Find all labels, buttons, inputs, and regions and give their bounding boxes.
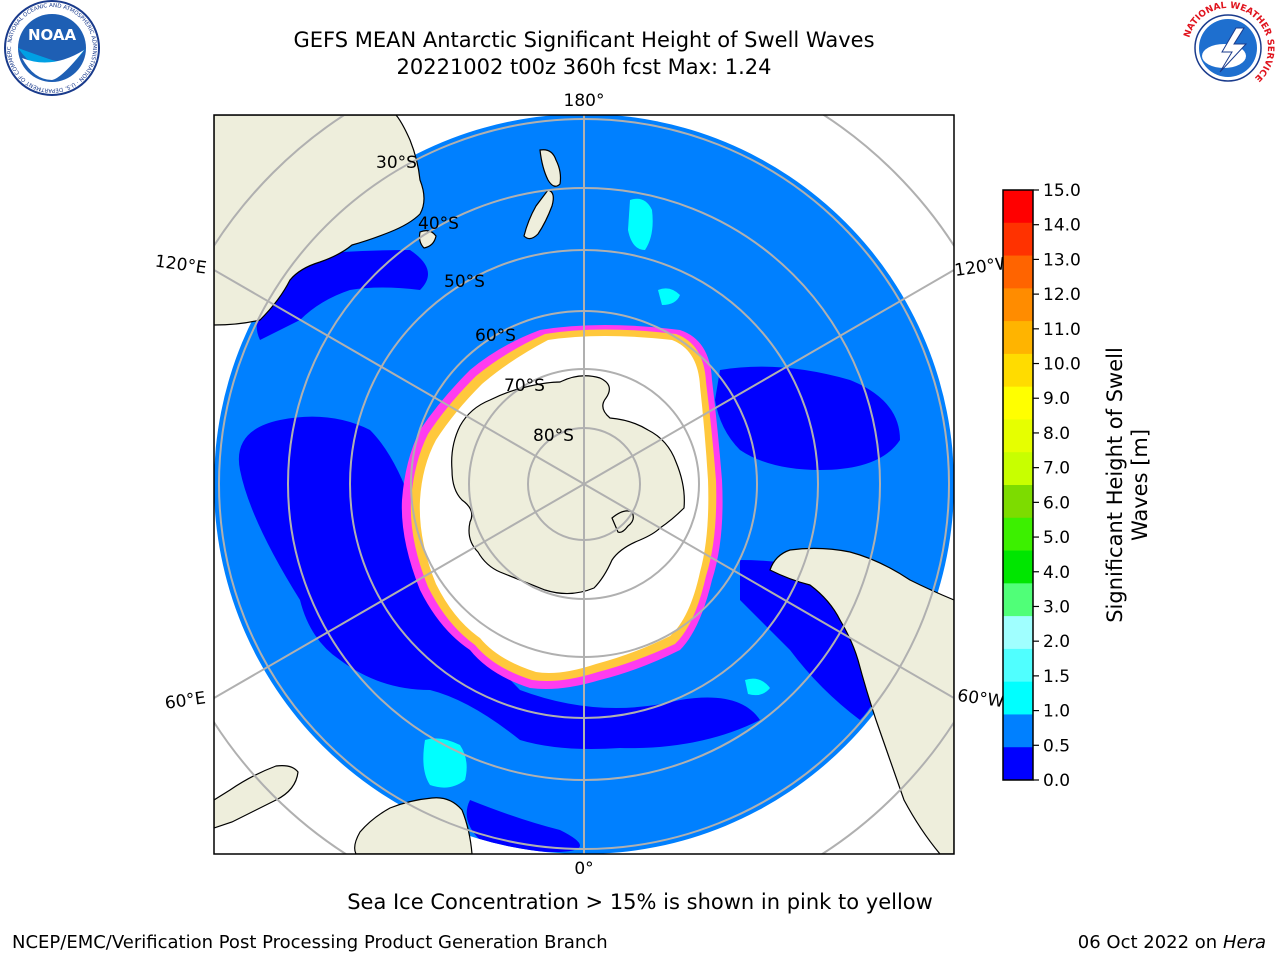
low-swell-south [238,416,760,749]
colorbar-tick-label: 2.0 [1043,632,1070,652]
footer-credit: NCEP/EMC/Verification Post Processing Pr… [12,932,608,953]
colorbar-tick-label: 4.0 [1043,563,1070,583]
lat-label-80s: 80°S [533,426,574,446]
colorbar-tick-label: 10.0 [1043,355,1081,375]
colorbar-segment [1003,616,1033,650]
colorbar-frame [1002,189,1034,781]
colorbar-tick-label: 13.0 [1043,250,1081,270]
colorbar-tick-label: 11.0 [1043,320,1081,340]
colorbar-segment [1003,353,1033,388]
cyan-patch-north [628,198,653,250]
colorbar-tick-label: 1.0 [1043,702,1070,722]
sea-ice-note: Sea Ice Concentration > 15% is shown in … [347,890,933,914]
lat-label-40s: 40°S [418,214,459,234]
colorbar-tick-label: 0.5 [1043,736,1070,756]
colorbar-tick-label: 12.0 [1043,285,1081,305]
lat-label-30s: 30°S [376,153,417,173]
colorbar-segment [1003,747,1033,781]
lon-label-0: 0° [574,859,593,879]
colorbar-segment [1003,648,1033,683]
africa-land [354,797,473,854]
colorbar-tick-label: 1.5 [1043,667,1070,687]
colorbar-segment [1003,517,1033,552]
lat-label-70s: 70°S [504,376,545,396]
colorbar-label-line1: Significant Height of Swell [1103,347,1127,623]
south-america-land [769,547,954,854]
colorbar-segment [1003,190,1033,224]
colorbar-segment [1003,681,1033,715]
new-zealand-south [523,189,554,240]
lon-label-60e: 60°E [164,688,207,713]
lon-label-120e: 120°E [154,252,208,279]
colorbar-tick-label: 3.0 [1043,597,1070,617]
graticule-longitude [214,115,954,854]
low-swell-east [715,366,900,470]
colorbar-tick-label: 9.0 [1043,389,1070,409]
colorbar-segment [1003,550,1033,584]
colorbar-tick-label: 5.0 [1043,528,1070,548]
antarctic-peninsula [611,510,634,533]
footer-date: 06 Oct 2022 on Hera [1078,932,1266,953]
colorbar-segment [1003,452,1033,486]
cyan-patch-south-east [745,678,770,696]
colorbar-tick-label: 15.0 [1043,181,1081,201]
low-swell-north-west [256,250,428,340]
colorbar-tick-label: 7.0 [1043,459,1070,479]
colorbar-segment [1003,419,1033,453]
map-title: GEFS MEAN Antarctic Significant Height o… [293,28,875,52]
footer-date-text: 06 Oct 2022 on [1077,932,1223,953]
colorbar-segment [1003,255,1033,289]
map-subtitle: 20221002 t00z 360h fcst Max: 1.24 [396,55,772,79]
noaa-logo-text: NOAA [28,26,77,44]
new-zealand-north [539,149,562,187]
colorbar-tick-label: 8.0 [1043,424,1070,444]
cyan-patch-north-east [658,288,680,305]
low-swell-regions [238,250,900,852]
madagascar-land [214,765,299,829]
colorbar-segment [1003,321,1033,355]
lon-label-180: 180° [564,91,605,111]
colorbar: 15.0 14.0 13.0 12.0 11.0 10.0 9.0 8.0 7.0 6.0 5.0 4… [1002,181,1081,791]
colorbar-tick-label: 0.0 [1043,771,1070,791]
nws-logo: NATIONAL WEATHER SERVICE [1181,1,1275,95]
colorbar-segment [1003,583,1033,617]
map-frame [213,114,955,855]
colorbar-segment [1003,485,1033,519]
colorbar-tick-label: 6.0 [1043,493,1070,513]
latitude-labels: 30°S 40°S 50°S 60°S 70°S 80°S [376,153,574,446]
lon-label-60w: 60°W [956,686,1005,712]
lat-label-50s: 50°S [444,272,485,292]
australia-land [214,115,425,326]
colorbar-segment [1003,288,1033,322]
colorbar-tick-label: 14.0 [1043,216,1081,236]
footer-machine: Hera [1222,932,1266,953]
colorbar-label-line2: Waves [m] [1128,428,1152,542]
antarctica-land [451,375,685,595]
noaa-logo: NOAA NATIONAL OCEANIC AND ATMOSPHERIC AD… [0,0,100,96]
colorbar-segment [1003,222,1033,257]
colorbar-segment [1003,386,1033,420]
colorbar-segment [1003,714,1033,748]
lat-label-60s: 60°S [475,326,516,346]
